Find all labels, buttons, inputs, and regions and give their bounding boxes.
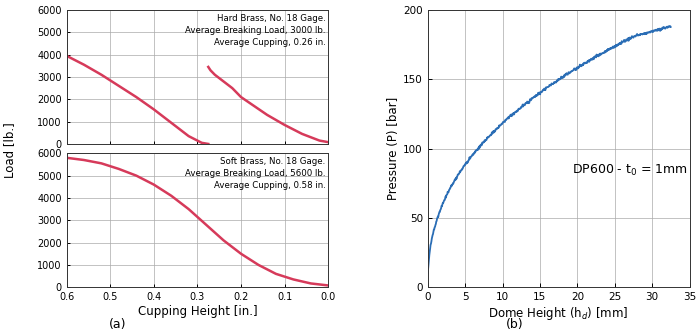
Text: DP600 - t$_0$ = 1mm: DP600 - t$_0$ = 1mm [572,163,687,178]
Text: (b): (b) [505,318,524,331]
X-axis label: Dome Height (h$_d$) [mm]: Dome Height (h$_d$) [mm] [489,305,629,322]
Text: Soft Brass, No. 18 Gage.
Average Breaking Load, 5600 lb.
Average Cupping, 0.58 i: Soft Brass, No. 18 Gage. Average Breakin… [185,157,326,190]
Text: (a): (a) [109,318,127,331]
Text: Hard Brass, No. 18 Gage.
Average Breaking Load, 3000 lb.
Average Cupping, 0.26 i: Hard Brass, No. 18 Gage. Average Breakin… [185,14,326,47]
X-axis label: Cupping Height [in.]: Cupping Height [in.] [138,305,257,318]
Y-axis label: Pressure (P) [bar]: Pressure (P) [bar] [387,97,400,200]
Text: Load [lb.]: Load [lb.] [3,123,15,178]
